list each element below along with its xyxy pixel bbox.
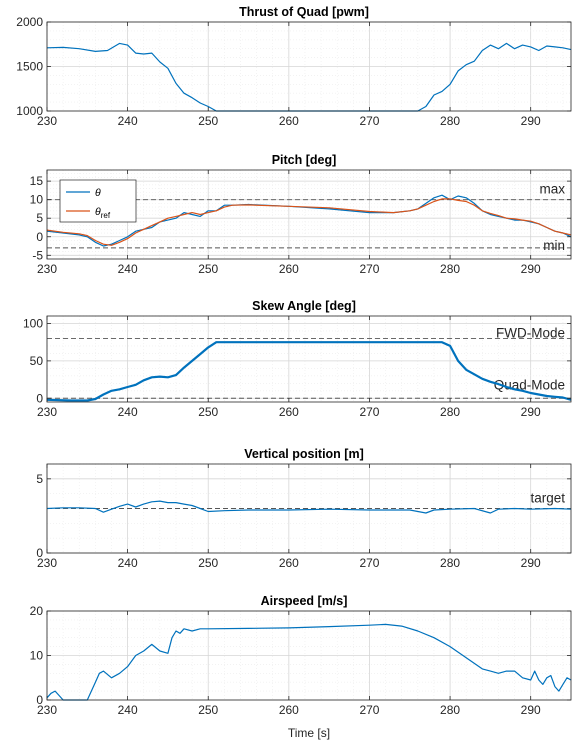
tick-labels: 230 240 250 260 270 280 290 0 5 — [36, 464, 571, 570]
plot-area — [46, 315, 572, 403]
y-tick-label: -5 — [32, 248, 43, 262]
x-tick-label: 280 — [440, 262, 460, 276]
x-tick-label: 260 — [279, 703, 299, 717]
chart-title: Airspeed [m/s] — [261, 594, 348, 608]
x-tick-label: 290 — [521, 262, 541, 276]
panel-airspeed: Airspeed [m/s] 230 240 250 260 270 280 2900102… — [30, 594, 572, 740]
reference-line-label: min — [543, 238, 565, 253]
y-tick-label: 1500 — [16, 60, 43, 74]
tick-labels: 230 240 250 260 270 280 290 1000 1500 2000 — [16, 15, 571, 128]
x-tick-label: 290 — [521, 556, 541, 570]
y-tick-label: 20 — [30, 604, 44, 618]
tick-labels: 230 240 250 260 270 280 290 0 10 20 — [30, 604, 571, 717]
x-tick-label: 290 — [521, 703, 541, 717]
x-tick-label: 230 — [37, 114, 57, 128]
legend-label-theta-ref: θref — [95, 206, 111, 220]
x-tick-label: 270 — [359, 405, 379, 419]
x-tick-label: 280 — [440, 703, 460, 717]
x-tick-label: 230 — [37, 703, 57, 717]
plot-background — [47, 316, 571, 402]
reference-line-label: Quad-Mode — [494, 377, 565, 392]
x-tick-label: 270 — [359, 556, 379, 570]
y-tick-label: 5 — [36, 472, 43, 486]
y-tick-label: 0 — [36, 230, 43, 244]
panel-thrust: Thrust of Quad [pwm] 230 240 250 260 270 280 2… — [16, 5, 572, 128]
x-tick-label: 270 — [359, 114, 379, 128]
reference-line-label: target — [530, 491, 565, 506]
y-tick-label: 50 — [30, 354, 44, 368]
x-tick-label: 290 — [521, 405, 541, 419]
x-tick-label: 250 — [198, 405, 218, 419]
panel-skew-angle: Skew Angle [deg] FWD-Mode Quad-Mode 230 24… — [23, 299, 572, 419]
x-tick-label: 260 — [279, 405, 299, 419]
plot-area — [46, 463, 572, 554]
y-tick-label: 10 — [30, 649, 44, 663]
x-tick-label: 250 — [198, 703, 218, 717]
y-tick-label: 100 — [23, 316, 43, 330]
panel-pitch: Pitch [deg] max min 230 240 250 260 270 280 290… — [30, 153, 572, 276]
legend: θ θref — [59, 179, 137, 223]
y-tick-label: 10 — [30, 193, 44, 207]
x-tick-label: 230 — [37, 405, 57, 419]
grid — [46, 463, 571, 554]
y-tick-label: 15 — [30, 174, 44, 188]
x-tick-label: 280 — [440, 114, 460, 128]
x-tick-label: 240 — [118, 262, 138, 276]
x-axis-label: Time [s] — [288, 726, 330, 740]
y-tick-label: 0 — [36, 391, 43, 405]
x-tick-label: 230 — [37, 556, 57, 570]
x-tick-label: 260 — [279, 114, 299, 128]
grid — [46, 21, 571, 112]
plot-area — [46, 169, 572, 260]
x-tick-label: 250 — [198, 114, 218, 128]
series-line-0 — [46, 623, 572, 701]
panel-vertical-position: Vertical position [m] target 230 240 250 26… — [36, 447, 572, 570]
series-group — [46, 500, 572, 514]
legend-box — [59, 179, 137, 223]
tick-labels: 230 240 250 260 270 280 290 -5 0 5 10 15 — [30, 170, 571, 276]
x-tick-label: 240 — [118, 556, 138, 570]
x-tick-label: 290 — [521, 114, 541, 128]
y-tick-label: 0 — [36, 693, 43, 707]
x-tick-label: 270 — [359, 703, 379, 717]
series-line-0 — [46, 341, 572, 402]
chart-title: Pitch [deg] — [272, 153, 337, 167]
x-tick-label: 250 — [198, 262, 218, 276]
series-line-1 — [46, 198, 572, 246]
x-tick-label: 260 — [279, 262, 299, 276]
x-tick-label: 280 — [440, 405, 460, 419]
y-tick-label: 0 — [36, 546, 43, 560]
x-tick-label: 260 — [279, 556, 299, 570]
chart-title: Thrust of Quad [pwm] — [239, 5, 369, 19]
grid — [46, 610, 571, 701]
reference-lines: target — [47, 491, 571, 509]
x-tick-label: 280 — [440, 556, 460, 570]
series-group — [46, 194, 572, 247]
x-tick-label: 250 — [198, 556, 218, 570]
legend-label-theta: θ — [95, 187, 101, 199]
y-tick-label: 5 — [36, 211, 43, 225]
grid — [46, 315, 571, 402]
reference-lines: max min — [47, 182, 571, 253]
x-tick-label: 230 — [37, 262, 57, 276]
series-group — [46, 341, 572, 402]
tick-labels: 230 240 250 260 270 280 290 0 50 100 — [23, 316, 571, 419]
y-tick-label: 1000 — [16, 104, 43, 118]
x-tick-label: 270 — [359, 262, 379, 276]
chart-title: Vertical position [m] — [244, 447, 363, 461]
x-tick-label: 240 — [118, 114, 138, 128]
reference-line-label: FWD-Mode — [496, 325, 565, 340]
reference-line-label: max — [539, 182, 565, 197]
series-line-0 — [46, 500, 572, 514]
x-tick-label: 240 — [118, 703, 138, 717]
x-tick-label: 240 — [118, 405, 138, 419]
y-tick-label: 2000 — [16, 15, 43, 29]
series-group — [46, 623, 572, 701]
chart-title: Skew Angle [deg] — [252, 299, 356, 313]
